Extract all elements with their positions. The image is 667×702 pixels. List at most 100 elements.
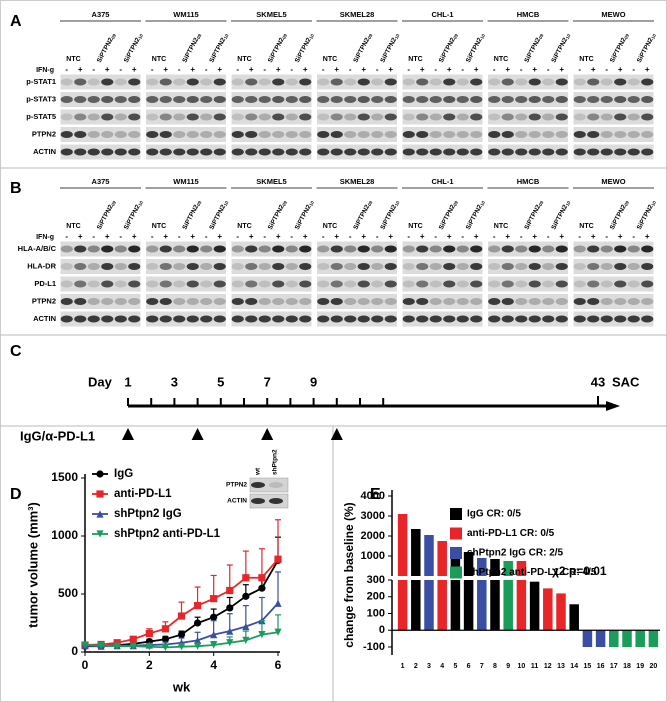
blot-band [587, 96, 600, 103]
blot-strip [572, 293, 655, 310]
day-label: Day [88, 374, 113, 389]
blot-band [272, 131, 285, 138]
sign: + [618, 232, 623, 241]
blot-band [159, 113, 172, 121]
treatment-marker [122, 428, 134, 440]
row-label: HLA-A/B/C [18, 244, 57, 253]
blot-band [627, 245, 640, 253]
sign: + [163, 65, 168, 74]
blot-strip [59, 240, 142, 258]
blot-band [456, 298, 469, 305]
blot-band [74, 131, 87, 138]
sign: - [65, 65, 68, 74]
blot-band [101, 131, 114, 138]
blot-band [429, 315, 442, 323]
legend-label: shPtpn2 IgG [114, 508, 182, 520]
sign: + [190, 232, 195, 241]
bar [622, 630, 632, 647]
legend-label: shPtpn2 anti-PD-L1 CR: 4/5 [467, 567, 597, 578]
blot-strip [401, 73, 484, 91]
data-point [210, 595, 218, 603]
y-axis-title: change from baseline (%) [342, 502, 356, 647]
sign: - [461, 232, 464, 241]
blot-strip [230, 293, 313, 310]
blot-band [344, 245, 357, 253]
group-label: NTC [408, 56, 422, 63]
blot-band [402, 298, 415, 305]
sign: + [303, 232, 308, 241]
data-point [226, 627, 234, 635]
blot-band [317, 298, 330, 305]
cell-line: SKMEL5 [256, 10, 286, 19]
sign: + [505, 232, 510, 241]
row-label: ACTIN [33, 314, 56, 323]
blot-band [371, 263, 384, 270]
sign: - [92, 232, 95, 241]
blot-band [443, 245, 456, 253]
x-tick-label: 12 [544, 663, 552, 670]
blot-band [515, 131, 528, 138]
arrow-head [606, 401, 620, 411]
blot-band [146, 280, 159, 288]
group-label: NTC [323, 56, 337, 63]
blot-band [600, 298, 613, 305]
group-sub: 09 [196, 33, 203, 40]
blot-band [272, 148, 285, 156]
blot-band [128, 131, 141, 138]
blot-band [173, 78, 186, 86]
blot-strip [487, 126, 569, 143]
blot-band [231, 78, 244, 86]
blot-band [429, 245, 442, 253]
sign: - [605, 232, 608, 241]
blot-band [416, 315, 429, 323]
blot-band [245, 148, 258, 156]
x-tick-label: 16 [597, 663, 605, 670]
blot-band [416, 96, 429, 103]
blot-band [87, 78, 100, 86]
data-point [274, 599, 282, 607]
blot-band [101, 315, 114, 323]
data-point [274, 555, 282, 563]
sign: - [290, 65, 293, 74]
blot-band [231, 148, 244, 156]
blot-band [231, 315, 244, 323]
group-sub: 10 [565, 200, 572, 207]
blot-band [614, 113, 627, 121]
blot-band [641, 78, 654, 86]
blot-band [627, 78, 640, 86]
blot-band [330, 96, 343, 103]
bar [516, 561, 527, 576]
sign: + [78, 232, 83, 241]
blot-strip [487, 310, 569, 328]
blot-band [60, 113, 73, 121]
blot-band [258, 113, 271, 121]
blot-band [488, 280, 501, 288]
panel-letter: C [10, 343, 22, 360]
inset-row: PTPN2 [226, 482, 247, 489]
sign: - [578, 232, 581, 241]
blot-band [173, 280, 186, 288]
blot-band [258, 315, 271, 323]
blot-band [488, 298, 501, 305]
blot-band [128, 315, 141, 323]
blot-band [357, 245, 370, 253]
blot-band [231, 245, 244, 253]
blot-band [542, 280, 555, 288]
blot-band [573, 298, 586, 305]
group-sub: 10 [223, 200, 230, 207]
blot-band [317, 280, 330, 288]
blot-band [74, 263, 87, 270]
group-label: NTC [152, 56, 166, 63]
x-tick-label: 6 [275, 658, 282, 672]
blot-band [114, 245, 127, 253]
day-number: 3 [171, 374, 178, 389]
y-tick-label: 3000 [361, 510, 385, 522]
blot-band [299, 78, 312, 86]
blot-band [443, 280, 456, 288]
blot-band [344, 131, 357, 138]
blot-band [443, 315, 456, 323]
inset-column: shPtpn2 [272, 449, 279, 475]
blot-strip [401, 126, 484, 143]
blot-band [146, 113, 159, 121]
blot-band [402, 78, 415, 86]
